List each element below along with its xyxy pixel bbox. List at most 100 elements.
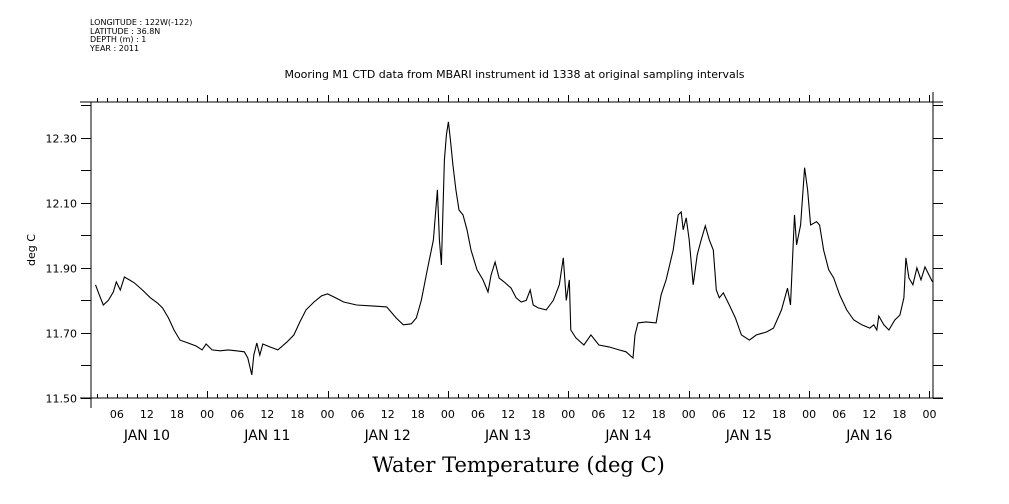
data-point — [904, 297, 905, 298]
data-point — [253, 355, 254, 356]
data-point — [511, 288, 512, 289]
data-point — [533, 305, 534, 306]
x-day-label: JAN 13 — [484, 428, 531, 444]
data-point — [833, 278, 834, 279]
data-point — [646, 322, 647, 323]
y-tick-label: 11.90 — [46, 263, 78, 276]
data-point — [566, 300, 567, 301]
data-point — [278, 350, 279, 351]
data-point — [162, 308, 163, 309]
data-point — [689, 240, 690, 241]
data-point — [142, 290, 143, 291]
data-point — [259, 355, 260, 356]
x-tick-label: 00 — [441, 408, 455, 421]
data-point — [917, 268, 918, 269]
data-point — [411, 323, 412, 324]
data-point — [495, 262, 496, 263]
data-point — [913, 284, 914, 285]
data-point — [861, 324, 862, 325]
data-point — [343, 302, 344, 303]
x-tick-label: 00 — [561, 408, 575, 421]
data-point — [456, 189, 457, 190]
data-point — [294, 335, 295, 336]
data-point — [538, 308, 539, 309]
data-point — [570, 330, 571, 331]
data-point — [103, 305, 104, 306]
data-point — [546, 310, 547, 311]
data-point — [256, 343, 257, 344]
data-point — [371, 306, 372, 307]
x-day-label: JAN 11 — [243, 428, 290, 444]
y-tick-label: 12.30 — [46, 133, 78, 146]
data-point — [626, 351, 627, 352]
data-point — [666, 280, 667, 281]
data-point — [683, 229, 684, 230]
data-point — [895, 320, 896, 321]
x-tick-label: 18 — [290, 408, 304, 421]
y-axis: 11.50 11.70 11.90 12.10 12.30 — [46, 105, 943, 406]
x-tick-label: 06 — [351, 408, 365, 421]
x-axis-title: Water Temperature (deg C) — [372, 453, 665, 477]
data-point — [459, 210, 460, 211]
data-point — [773, 328, 774, 329]
data-point — [673, 250, 674, 251]
data-point — [828, 269, 829, 270]
x-tick-label: 18 — [652, 408, 666, 421]
data-point — [356, 305, 357, 306]
data-point — [873, 324, 874, 325]
x-tick-label: 12 — [622, 408, 636, 421]
data-point — [553, 300, 554, 301]
data-point — [876, 330, 877, 331]
data-point — [212, 350, 213, 351]
data-point — [120, 290, 121, 291]
data-point — [713, 250, 714, 251]
data-point — [206, 344, 207, 345]
data-point — [807, 189, 808, 190]
data-point — [839, 295, 840, 296]
data-point — [113, 292, 114, 293]
data-point — [790, 305, 791, 306]
data-point — [521, 302, 522, 303]
data-point — [228, 350, 229, 351]
data-point — [925, 267, 926, 268]
data-point — [800, 225, 801, 226]
y-tick-label: 12.10 — [46, 198, 78, 211]
data-point — [846, 310, 847, 311]
data-point — [134, 283, 135, 284]
data-point — [504, 282, 505, 283]
data-point — [559, 284, 560, 285]
data-point — [335, 297, 336, 298]
x-tick-label: 06 — [471, 408, 485, 421]
data-point — [116, 282, 117, 283]
data-point — [635, 335, 636, 336]
x-tick-label: 12 — [862, 408, 876, 421]
data-point — [909, 278, 910, 279]
data-point — [723, 293, 724, 294]
data-point — [314, 302, 315, 303]
data-point — [575, 337, 576, 338]
data-point — [269, 347, 270, 348]
data-point — [591, 335, 592, 336]
data-point — [287, 342, 288, 343]
data-point — [247, 358, 248, 359]
data-point — [99, 295, 100, 296]
data-point — [929, 275, 930, 276]
data-point — [619, 350, 620, 351]
data-point — [823, 250, 824, 251]
data-point — [681, 212, 682, 213]
data-point — [816, 221, 817, 222]
data-point — [157, 303, 158, 304]
data-point — [421, 300, 422, 301]
data-point — [444, 160, 445, 161]
data-point — [787, 288, 788, 289]
data-point — [638, 323, 639, 324]
data-point — [697, 255, 698, 256]
data-point — [661, 295, 662, 296]
y-tick-label: 11.50 — [46, 393, 78, 406]
x-tick-label: 06 — [591, 408, 605, 421]
data-point — [433, 240, 434, 241]
x-day-label: JAN 15 — [725, 428, 772, 444]
x-tick-label: 00 — [321, 408, 335, 421]
data-point — [516, 297, 517, 298]
data-point — [483, 280, 484, 281]
